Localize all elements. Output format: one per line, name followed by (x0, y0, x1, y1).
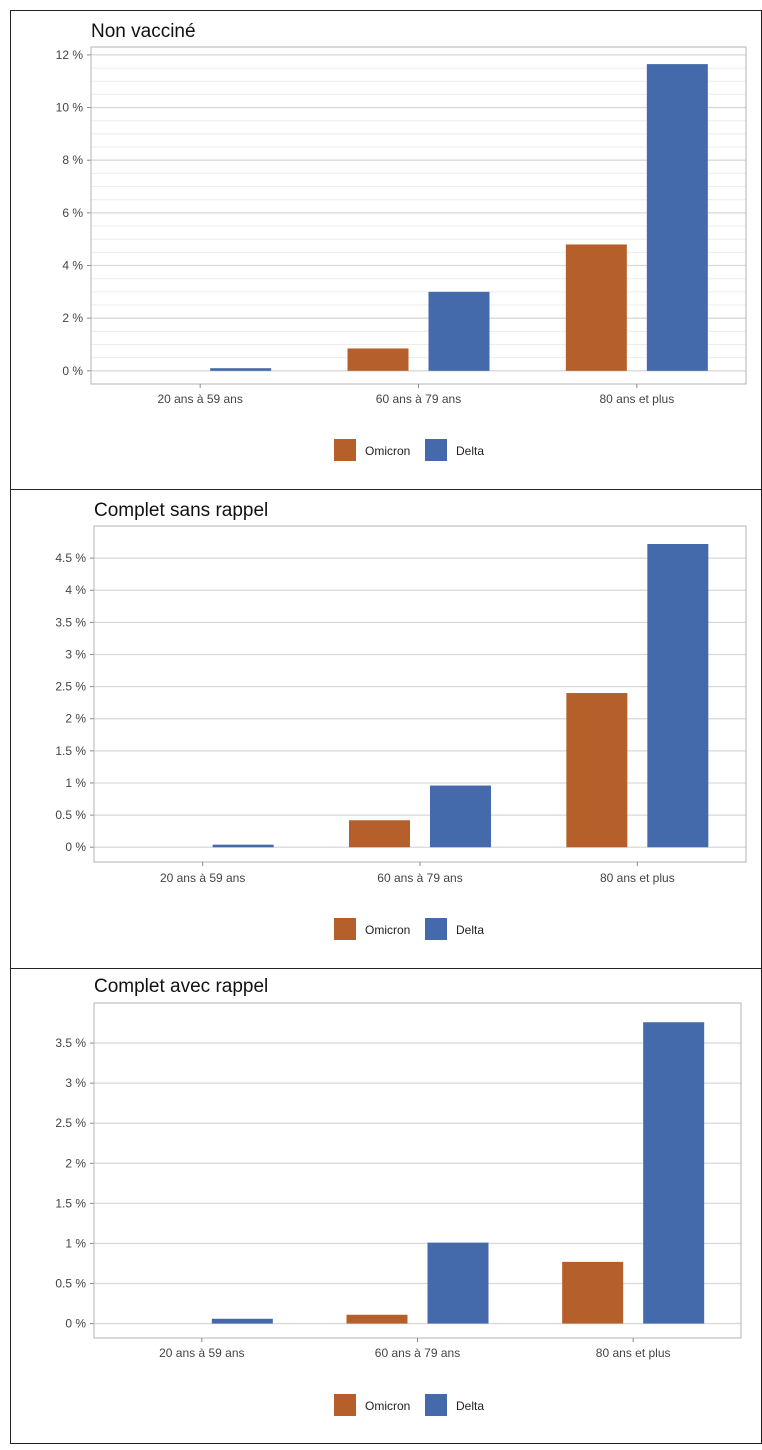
y-tick-label: 3.5 % (55, 615, 86, 629)
y-tick-label: 2 % (65, 712, 86, 726)
bar-delta (427, 1242, 489, 1324)
y-tick-label: 8 % (62, 153, 83, 167)
bar-omicron (347, 348, 409, 371)
chart-panel-complet-sans-rappel: Complet sans rappel 0 % 0.5 % 1 % 1.5 % 2 % 2.… (10, 489, 762, 969)
legend-swatch-omicron (334, 439, 356, 461)
legend-label: Omicron (365, 444, 410, 458)
bar-delta (647, 543, 709, 848)
x-tick-label: 60 ans à 79 ans (376, 392, 461, 406)
chart-title: Complet avec rappel (94, 976, 268, 997)
chart-svg: Complet avec rappel 0 % 0.5 % 1 % 1.5 % 2 % 2.… (55, 976, 742, 1416)
y-tick-label: 4 % (62, 259, 83, 273)
x-tick-label: 60 ans à 79 ans (377, 871, 462, 885)
legend-swatch-delta (425, 918, 447, 940)
y-tick-label: 2.5 % (55, 1116, 86, 1130)
x-tick-label: 20 ans à 59 ans (157, 392, 242, 406)
y-tick-label: 2 % (65, 1156, 86, 1170)
legend-swatch-omicron (334, 918, 356, 940)
y-tick-label: 4 % (65, 583, 86, 597)
y-tick-label: 3.5 % (55, 1036, 86, 1050)
legend-swatch-delta (425, 1394, 447, 1416)
bar-delta (430, 785, 491, 848)
bar-delta (646, 64, 708, 371)
chart-svg: Non vacciné 0 % 2 % 4 % 6 % 8 % 10 % 12 % 20 ans… (56, 21, 747, 461)
y-tick-label: 1.5 % (55, 1196, 86, 1210)
y-tick-label: 1 % (65, 776, 86, 790)
legend-swatch-omicron (334, 1394, 356, 1416)
chart-title: Non vacciné (91, 21, 196, 42)
legend-label: Omicron (365, 1399, 410, 1413)
legend-label: Delta (456, 923, 484, 937)
legend-label: Delta (456, 444, 484, 458)
y-tick-label: 1 % (65, 1236, 86, 1250)
chart-panel-complet-avec-rappel: Complet avec rappel 0 % 0.5 % 1 % 1.5 % 2 % 2.… (10, 968, 762, 1444)
bar-omicron (562, 1261, 624, 1324)
x-tick-label: 80 ans et plus (599, 392, 674, 406)
y-tick-label: 3 % (65, 647, 86, 661)
x-tick-label: 20 ans à 59 ans (159, 1346, 244, 1360)
y-tick-label: 0 % (65, 1317, 86, 1331)
x-tick-label: 20 ans à 59 ans (160, 871, 245, 885)
y-tick-label: 10 % (56, 101, 84, 115)
chart-panel-non-vaccine: Non vacciné 0 % 2 % 4 % 6 % 8 % 10 % 12 % 20 ans… (10, 10, 762, 490)
bar-delta (211, 1318, 273, 1324)
y-tick-label: 4.5 % (55, 551, 86, 565)
bar-omicron (565, 244, 627, 371)
x-tick-label: 60 ans à 79 ans (375, 1346, 460, 1360)
y-tick-label: 0.5 % (55, 808, 86, 822)
legend-label: Delta (456, 1399, 484, 1413)
y-tick-label: 2.5 % (55, 680, 86, 694)
legend-swatch-delta (425, 439, 447, 461)
bar-delta (428, 291, 490, 371)
bar-delta (210, 368, 272, 371)
y-tick-label: 0.5 % (55, 1277, 86, 1291)
x-tick-label: 80 ans et plus (600, 871, 675, 885)
x-tick-label: 80 ans et plus (596, 1346, 671, 1360)
y-tick-label: 12 % (56, 48, 84, 62)
y-tick-label: 6 % (62, 206, 83, 220)
bar-omicron (349, 820, 410, 848)
y-tick-label: 0 % (62, 364, 83, 378)
chart-svg: Complet sans rappel 0 % 0.5 % 1 % 1.5 % 2 % 2.… (55, 500, 747, 940)
bar-delta (212, 844, 274, 848)
y-tick-label: 3 % (65, 1076, 86, 1090)
y-tick-label: 0 % (65, 840, 86, 854)
bar-omicron (566, 693, 628, 848)
y-tick-label: 2 % (62, 311, 83, 325)
bar-delta (643, 1022, 705, 1324)
chart-title: Complet sans rappel (94, 500, 268, 521)
bar-omicron (346, 1314, 408, 1324)
legend-label: Omicron (365, 923, 410, 937)
y-tick-label: 1.5 % (55, 744, 86, 758)
